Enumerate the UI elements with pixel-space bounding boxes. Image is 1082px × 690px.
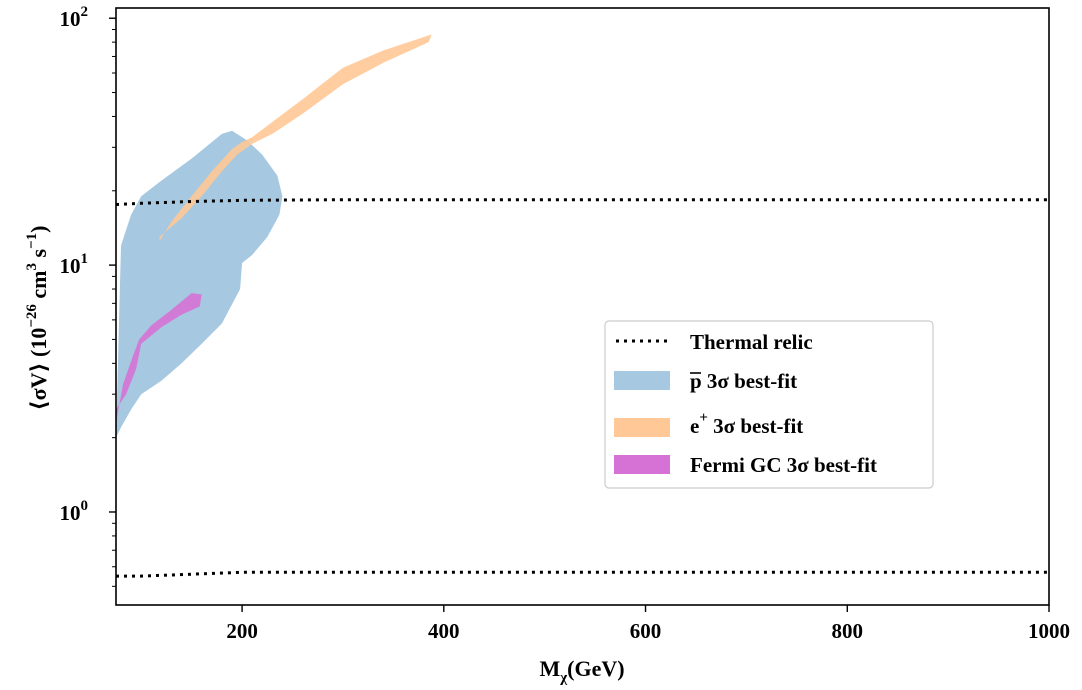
legend-swatch-pbar (614, 371, 670, 390)
legend-label-fermi-gc: Fermi GC 3σ best-fit (690, 453, 877, 477)
legend-box (604, 320, 934, 489)
y-tick-label-10-0: 100 (60, 498, 89, 525)
y-axis-label-exp2: 3 (24, 263, 40, 271)
region-pbar (116, 130, 283, 438)
legend-label-positron: e+ 3σ best-fit (690, 410, 803, 438)
x-tick-label-800: 800 (832, 619, 864, 643)
x-axis-label: Mχ(GeV) (539, 656, 624, 686)
regions-layer (116, 34, 432, 438)
y-axis-label-end: ) (26, 226, 51, 233)
legend-label-positron-rest: 3σ best-fit (708, 414, 803, 438)
ticks-layer: 200 400 600 800 1000 100 101 102 (60, 4, 1071, 643)
x-axis-label-sub: χ (559, 670, 568, 686)
y-axis-label-mid2: s (26, 249, 51, 264)
y-axis-label-mid: cm (26, 271, 51, 305)
legend: Thermal relic p 3σ best-fit e+ 3σ best-f… (604, 320, 934, 489)
x-tick-label-600: 600 (630, 619, 662, 643)
y-tick-label-10-1: 101 (60, 251, 89, 278)
y-axis-label: ⟨σV⟩ (10−26 cm3 s−1) (24, 226, 51, 411)
y-axis-label-exp1: −26 (24, 304, 40, 328)
legend-label-positron-base: e (690, 414, 699, 438)
legend-label-pbar: p 3σ best-fit (690, 369, 797, 393)
region-fermi-gc (116, 293, 202, 423)
x-tick-label-1000: 1000 (1028, 619, 1070, 643)
legend-label-thermal-relic: Thermal relic (690, 330, 813, 354)
thermal-relic-line-1 (115, 198, 1049, 206)
legend-swatch-positron (614, 418, 670, 437)
y-axis-label-exp3: −1 (24, 233, 40, 249)
y-axis-label-start: ⟨σV⟩ (10 (26, 328, 51, 411)
legend-swatch-fermi-gc (614, 455, 670, 474)
x-axis-label-rest: (GeV) (567, 656, 624, 681)
x-axis-label-main: M (539, 656, 560, 681)
x-tick-label-200: 200 (226, 619, 258, 643)
thermal-relic-line-2 (116, 570, 1049, 578)
plot-frame (115, 7, 1050, 606)
y-tick-label-10-2: 102 (60, 4, 89, 31)
x-tick-label-400: 400 (428, 619, 460, 643)
lines-layer (115, 198, 1049, 578)
legend-label-positron-sup: + (699, 410, 708, 426)
